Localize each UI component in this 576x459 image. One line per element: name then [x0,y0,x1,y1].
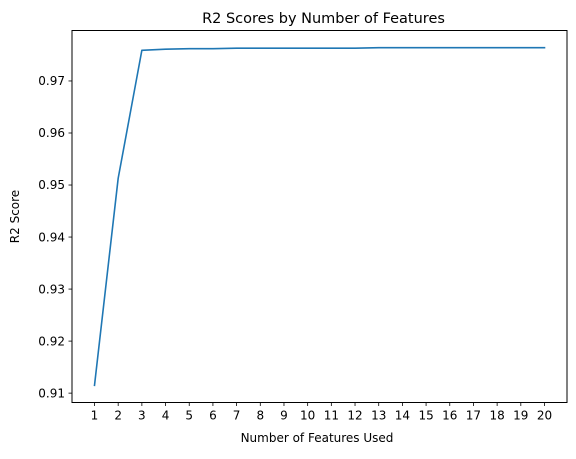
x-tick-label: 9 [280,409,288,423]
x-tick-label: 15 [418,409,433,423]
x-tick-label: 11 [324,409,339,423]
x-tick-label: 4 [162,409,170,423]
chart-title: R2 Scores by Number of Features [202,11,445,27]
x-tick-label: 13 [371,409,386,423]
x-axis: 1 2 3 4 5 6 7 8 9 10 11 12 13 14 15 16 17 18 19 20 [91,402,552,423]
x-tick-label: 10 [300,409,315,423]
y-axis: 0.91 0.92 0.93 0.94 0.95 0.96 0.97 [38,74,72,400]
x-tick-label: 5 [185,409,193,423]
y-tick-label: 0.95 [38,178,65,192]
y-tick-label: 0.93 [38,282,65,296]
y-tick-label: 0.92 [38,334,65,348]
x-tick-label: 20 [537,409,552,423]
x-tick-label: 14 [395,409,410,423]
y-tick-label: 0.96 [38,126,65,140]
x-tick-label: 12 [347,409,362,423]
x-tick-label: 19 [513,409,528,423]
y-tick-label: 0.91 [38,386,65,400]
x-tick-label: 17 [466,409,481,423]
x-tick-label: 2 [114,409,122,423]
x-tick-label: 16 [442,409,457,423]
y-tick-label: 0.94 [38,230,65,244]
series-line-0 [93,46,546,387]
x-tick-label: 18 [489,409,504,423]
x-tick-label: 3 [138,409,146,423]
y-axis-label: R2 Score [8,190,22,243]
plot-frame [71,30,568,403]
series-layer [93,46,546,387]
plot-area: 1 2 3 4 5 6 7 8 9 10 11 12 13 14 15 16 17 18 19 20 0.910.92… [38,30,568,423]
x-tick-label: 8 [256,409,264,423]
x-tick-label: 7 [233,409,241,423]
x-axis-label: Number of Features Used [241,431,394,445]
x-tick-label: 1 [91,409,99,423]
y-tick-label: 0.97 [38,74,65,88]
x-tick-label: 6 [209,409,217,423]
